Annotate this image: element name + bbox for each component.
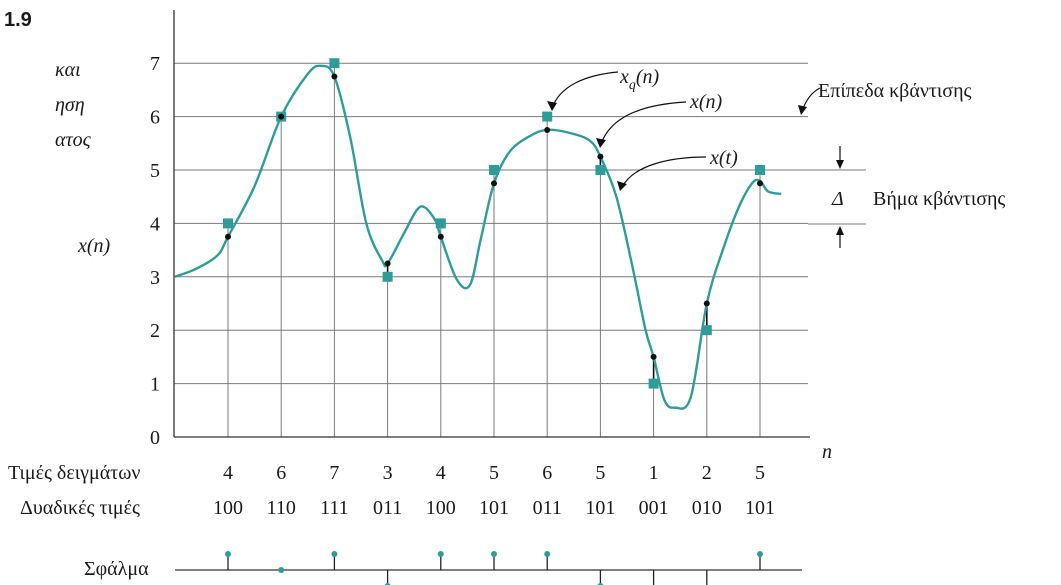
binary-values-row-label: Δυαδικές τιμές: [20, 497, 140, 519]
binary-value-2: 111: [320, 497, 349, 519]
xt-label: x(t): [709, 147, 738, 169]
sample-value-5: 5: [489, 462, 499, 484]
step-label: Βήμα κβάντισης: [873, 188, 1005, 210]
error-row-label: Σφάλμα: [84, 558, 149, 580]
sampled-value-7: [597, 153, 604, 160]
sampled-value-0: [225, 233, 231, 240]
sample-value-3: 3: [383, 462, 393, 484]
quantization-levels-annotation: Επίπεδα κβάντισης: [798, 80, 972, 115]
sample-value-7: 5: [595, 462, 605, 484]
xn-label: x(n): [689, 91, 723, 113]
caption-fragment-3: ατος: [55, 129, 92, 151]
sample-values-row: 4 6 7 3 4 5 6 5 1 2 5: [223, 462, 765, 484]
xq-label: x: [619, 66, 629, 88]
y-tick-5: 5: [150, 160, 160, 182]
sampled-value-8: [650, 353, 657, 360]
y-tick-labels: 0 1 2 3 4 5 6 7: [150, 53, 160, 449]
sample-value-4: 4: [436, 462, 446, 484]
caption-fragment-1: και: [55, 59, 81, 81]
binary-value-4: 100: [426, 497, 456, 519]
error-point-6: [544, 551, 551, 557]
svg-text:xq(n): xq(n): [619, 66, 660, 93]
sampled-value-2: [331, 73, 338, 80]
quantized-sample-3: [382, 271, 393, 282]
sample-value-8: 1: [649, 462, 659, 484]
sampled-value-5: [491, 180, 497, 187]
xt-annotation: x(t): [617, 147, 738, 191]
levels-label: Επίπεδα κβάντισης: [818, 80, 972, 102]
quantized-sample-0: [223, 218, 233, 229]
quantized-sample-4: [435, 218, 446, 229]
binary-value-10: 101: [745, 497, 775, 519]
quantized-sample-9: [701, 325, 712, 336]
binary-value-3: 011: [373, 497, 402, 519]
quantized-sample-8: [648, 378, 659, 389]
sample-value-2: 7: [329, 462, 339, 484]
binary-value-9: 010: [692, 497, 722, 519]
y-tick-1: 1: [150, 374, 160, 396]
sampled-value-3: [384, 260, 391, 267]
xq-argument: (n): [636, 66, 660, 88]
sample-value-0: 4: [223, 462, 233, 484]
error-point-5: [491, 551, 497, 557]
quantization-step-annotation: Δ Βήμα κβάντισης: [808, 146, 1005, 248]
caption-fragment-2: ηση: [55, 94, 85, 116]
xq-annotation: xq(n): [547, 66, 660, 111]
sampled-values: [225, 73, 763, 360]
sampled-value-6: [544, 126, 551, 133]
sample-stems: [227, 63, 761, 437]
quantized-sample-7: [595, 165, 606, 175]
x-axis-label: n: [822, 441, 832, 463]
quantized-sample-2: [329, 58, 340, 69]
binary-value-0: 100: [213, 497, 243, 519]
sampled-value-1: [278, 113, 285, 120]
binary-value-6: 011: [533, 497, 562, 519]
error-point-4: [437, 551, 444, 557]
error-point-0: [225, 551, 231, 557]
sample-value-10: 5: [755, 462, 765, 484]
binary-value-7: 101: [585, 497, 615, 519]
sampled-value-4: [437, 233, 444, 240]
y-tick-7: 7: [150, 53, 160, 75]
error-point-10: [757, 551, 763, 557]
figure-number: 1.9: [4, 9, 32, 31]
y-tick-0: 0: [150, 427, 160, 449]
error-point-1: [278, 567, 285, 573]
y-tick-3: 3: [150, 267, 160, 289]
y-tick-6: 6: [150, 107, 160, 129]
y-tick-2: 2: [150, 320, 160, 342]
sample-values-row-label: Τιμές δειγμάτων: [8, 462, 140, 484]
xn-annotation: x(n): [596, 91, 723, 148]
y-tick-4: 4: [150, 213, 160, 235]
binary-values-row: 100 110 111 011 100 101 011 101 001 010 101: [213, 497, 775, 519]
sample-value-1: 6: [276, 462, 286, 484]
binary-value-5: 101: [479, 497, 509, 519]
sampled-value-10: [757, 180, 763, 187]
error-point-2: [331, 551, 338, 557]
sample-value-9: 2: [702, 462, 712, 484]
delta-symbol: Δ: [831, 188, 844, 210]
sampled-value-9: [703, 300, 710, 307]
quantized-sample-6: [542, 111, 553, 122]
binary-value-1: 110: [267, 497, 296, 519]
quantized-sample-10: [755, 165, 765, 175]
sample-value-6: 6: [542, 462, 552, 484]
y-axis-label: x(n): [77, 235, 111, 257]
xq-subscript: q: [629, 78, 636, 93]
error-stems: [225, 551, 763, 585]
binary-value-8: 001: [639, 497, 669, 519]
quantized-sample-5: [489, 165, 499, 175]
signal-curve-x-t: [174, 64, 782, 410]
